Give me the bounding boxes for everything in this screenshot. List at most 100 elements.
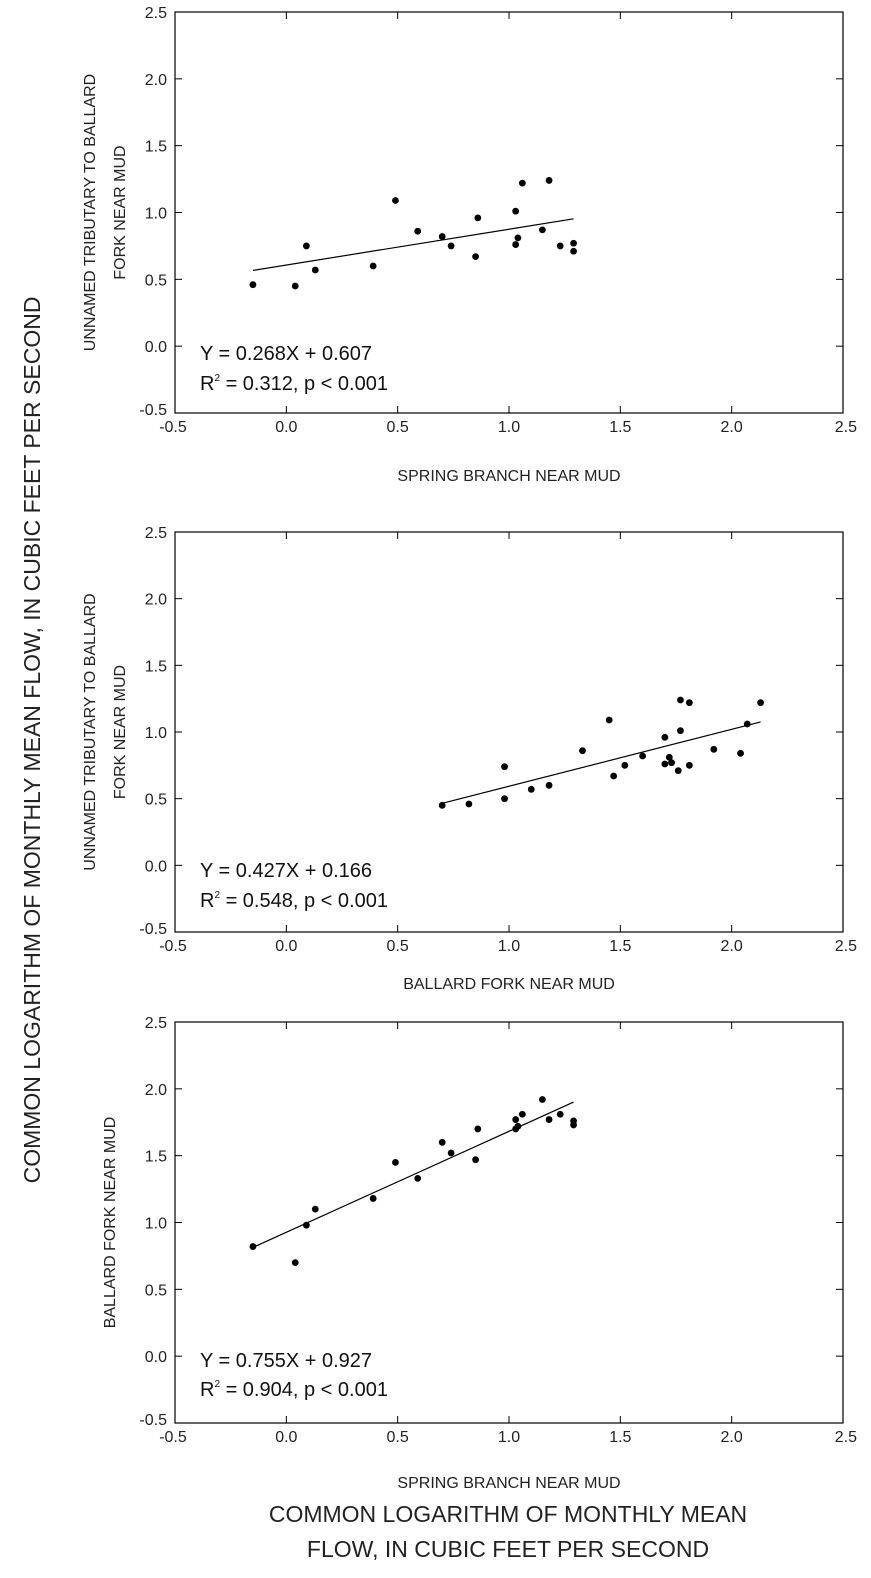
- y-tick-label: 1.5: [145, 139, 167, 156]
- data-point: [545, 177, 553, 184]
- data-point: [249, 1243, 257, 1250]
- data-point: [414, 1174, 422, 1182]
- data-point: [438, 233, 446, 240]
- data-point: [302, 1221, 310, 1229]
- regression-equation: Y = 0.268X + 0.607: [200, 343, 372, 365]
- regression-line: [442, 721, 761, 804]
- x-tick-label: 0.0: [275, 938, 297, 955]
- y-tick-label: 2.5: [145, 5, 167, 22]
- data-point: [447, 1149, 455, 1157]
- data-point: [474, 1125, 482, 1133]
- data-point: [512, 1116, 520, 1123]
- data-point: [621, 761, 629, 769]
- data-point: [518, 1110, 526, 1118]
- y-tick-label: -0.5: [139, 921, 167, 938]
- x-tick-label: 1.0: [498, 1429, 520, 1446]
- r-squared-superscript: 2: [214, 890, 220, 901]
- y-tick-label: 2.5: [145, 1015, 167, 1032]
- data-point: [414, 227, 422, 235]
- y-tick-label: 1.5: [145, 1149, 167, 1166]
- data-point: [501, 763, 508, 771]
- x-tick-label: -0.5: [159, 938, 187, 955]
- data-point: [512, 241, 520, 248]
- data-point: [447, 242, 455, 250]
- data-point: [514, 1122, 522, 1130]
- regression-equation: Y = 0.755X + 0.927: [200, 1350, 372, 1372]
- data-point: [743, 720, 751, 728]
- data-point: [579, 747, 586, 755]
- y-tick-label: 0.5: [145, 1282, 167, 1299]
- data-point: [685, 699, 693, 707]
- data-point: [539, 226, 546, 234]
- x-tick-label: 2.5: [835, 938, 857, 955]
- y-tick-label: 1.5: [145, 658, 167, 675]
- shared-x-axis-label-line2: FLOW, IN CUBIC FEET PER SECOND: [307, 1536, 709, 1562]
- data-point: [639, 752, 646, 760]
- data-point: [668, 759, 675, 767]
- y-axis-label-line: BALLARD FORK NEAR MUD: [102, 1117, 119, 1329]
- x-tick-label: -0.5: [159, 419, 187, 436]
- shared-y-axis-label: COMMON LOGARITHM OF MONTHLY MEAN FLOW, I…: [19, 297, 45, 1184]
- data-point: [605, 716, 613, 724]
- data-point: [302, 242, 310, 250]
- data-point: [685, 761, 693, 769]
- data-point: [665, 753, 673, 761]
- data-point: [311, 266, 319, 274]
- r-squared-superscript: 2: [214, 373, 220, 384]
- x-tick-label: 0.5: [387, 938, 409, 955]
- data-point: [610, 772, 618, 780]
- data-point: [291, 282, 299, 290]
- data-point: [570, 247, 577, 255]
- y-tick-label: 1.0: [145, 1216, 167, 1233]
- y-axis-label-line: FORK NEAR MUD: [112, 145, 129, 279]
- r-squared-superscript: 2: [214, 1379, 220, 1390]
- data-point: [737, 749, 744, 757]
- data-point: [512, 207, 520, 215]
- data-point: [556, 1110, 564, 1118]
- y-tick-label: 0.0: [145, 339, 167, 356]
- x-tick-label: 2.5: [835, 419, 857, 436]
- data-point: [539, 1096, 546, 1103]
- data-point: [249, 281, 257, 289]
- data-point: [472, 253, 479, 261]
- data-point: [545, 1116, 553, 1123]
- data-point: [311, 1205, 319, 1213]
- r-squared-symbol: R: [200, 373, 214, 395]
- data-point: [369, 262, 377, 270]
- x-tick-label: 0.0: [275, 419, 297, 436]
- r-squared-statistic: R2 = 0.548, p < 0.001: [200, 890, 388, 912]
- regression-equation: Y = 0.427X + 0.166: [200, 860, 372, 882]
- y-tick-label: 2.0: [145, 592, 167, 609]
- data-point: [438, 1138, 446, 1146]
- r-squared-symbol: R: [200, 890, 214, 912]
- data-point: [514, 234, 522, 242]
- chart-panel-3: -0.5 0.0 0.5 1.0 1.5 2.0 2.5 -0.5 0.0 0.5 1.0 1.5 2.…: [102, 1015, 857, 1492]
- x-axis-label: BALLARD FORK NEAR MUD: [403, 976, 615, 993]
- data-point: [556, 242, 564, 250]
- x-tick-label: 1.5: [609, 938, 631, 955]
- regression-line: [252, 218, 574, 271]
- r-squared-statistic: R2 = 0.904, p < 0.001: [200, 1379, 388, 1401]
- y-tick-label: 2.0: [145, 72, 167, 89]
- x-tick-label: -0.5: [159, 1429, 187, 1446]
- x-tick-label: 1.0: [498, 419, 520, 436]
- data-point: [661, 733, 669, 741]
- data-point: [710, 745, 718, 753]
- data-point: [392, 1158, 399, 1166]
- x-tick-label: 2.0: [721, 419, 743, 436]
- data-point: [677, 727, 684, 735]
- y-tick-label: 1.0: [145, 206, 167, 223]
- data-point: [518, 179, 526, 187]
- y-axis-label-line: FORK NEAR MUD: [112, 665, 129, 799]
- data-point: [757, 699, 765, 707]
- x-tick-label: 1.0: [498, 938, 520, 955]
- shared-x-axis-label-line1: COMMON LOGARITHM OF MONTHLY MEAN: [269, 1501, 747, 1527]
- data-point: [527, 785, 535, 793]
- r-squared-symbol: R: [200, 1379, 214, 1401]
- x-tick-label: 2.5: [835, 1429, 857, 1446]
- data-point: [570, 239, 577, 247]
- data-point: [545, 781, 553, 789]
- y-tick-label: 0.0: [145, 1349, 167, 1366]
- y-axis-label-line: UNNAMED TRIBUTARY TO BALLARD: [82, 593, 99, 870]
- r-squared-value: = 0.312, p < 0.001: [220, 373, 388, 395]
